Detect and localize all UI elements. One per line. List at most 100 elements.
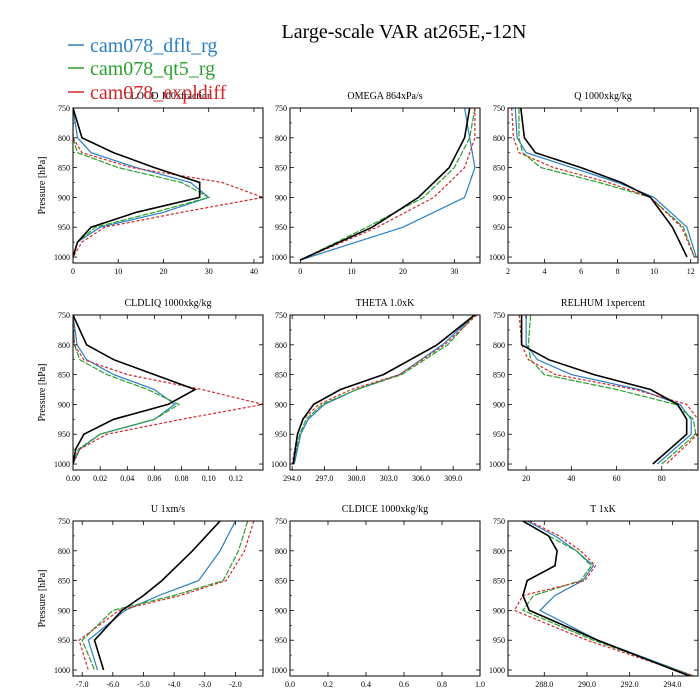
x-tick-label: 0 (71, 267, 75, 276)
x-tick-label: 0.2 (323, 680, 333, 689)
y-tick-label: 900 (493, 193, 505, 202)
x-tick-label: -2.0 (229, 680, 242, 689)
series-group (73, 108, 263, 258)
panel-title: THETA 1.0xK (356, 298, 415, 309)
y-tick-label: 900 (58, 193, 70, 202)
x-tick-label: 2 (506, 267, 510, 276)
y-axis-label: Pressure [hPa] (37, 569, 48, 627)
x-tick-label: 288.0 (535, 680, 553, 689)
y-tick-label: 850 (58, 164, 70, 173)
series-group (518, 315, 698, 465)
x-tick-label: 0.00 (66, 474, 80, 483)
panel-title: CLDICE 1000xkg/kg (342, 504, 428, 515)
series-group (291, 315, 478, 465)
panel-2: OMEGA 864xPa/s 750 800 850 900 950 1000 0 10 20 30 (271, 91, 481, 276)
y-tick-label: 800 (493, 341, 505, 350)
series-line-obs (73, 315, 198, 465)
y-tick-label: 750 (58, 517, 70, 526)
series-line-cam078_dflt_rg (526, 521, 694, 676)
plot-frame (507, 314, 699, 471)
y-tick-label: 750 (58, 311, 70, 320)
series-line-cam078_expldiff (511, 108, 695, 258)
y-tick-label: 900 (275, 606, 287, 615)
x-tick-label: 0 (298, 267, 302, 276)
y-tick-label: 850 (58, 371, 70, 380)
y-tick-label: 800 (493, 134, 505, 143)
y-tick-label: 900 (493, 400, 505, 409)
panel-title: Q 1000xkg/kg (574, 91, 632, 102)
series-line-cam078_expldiff (518, 315, 698, 465)
plot-frame (72, 314, 264, 471)
x-tick-label: 12 (687, 267, 695, 276)
series-line-obs (522, 521, 690, 676)
series-line-cam078_expldiff (73, 315, 263, 465)
x-tick-label: 0.08 (175, 474, 189, 483)
x-tick-label: 0.02 (93, 474, 107, 483)
y-tick-label: 800 (58, 547, 70, 556)
legend-label: cam078_dflt_rg (90, 35, 217, 57)
series-line-cam078_dflt_rg (73, 315, 176, 465)
series-line-obs (520, 108, 688, 258)
series-line-cam078_expldiff (73, 108, 263, 258)
y-tick-label: 750 (275, 311, 287, 320)
y-tick-label: 800 (58, 134, 70, 143)
x-tick-label: 10 (114, 267, 122, 276)
y-tick-label: 850 (493, 164, 505, 173)
y-tick-label: 900 (275, 193, 287, 202)
plot-frame (72, 107, 264, 264)
series-line-cam078_qt5_rg (81, 521, 249, 671)
y-tick-label: 950 (58, 223, 70, 232)
y-tick-label: 1000 (489, 460, 505, 469)
x-tick-label: 8 (616, 267, 620, 276)
x-tick-label: 80 (658, 474, 666, 483)
legend: cam078_dflt_rgcam078_qt5_rgcam078_expldi… (68, 35, 227, 104)
x-tick-label: 6 (579, 267, 583, 276)
x-tick-label: 20 (159, 267, 167, 276)
series-line-cam078_qt5_rg (300, 108, 476, 261)
x-tick-label: 0.6 (399, 680, 409, 689)
x-tick-label: 0.04 (120, 474, 134, 483)
x-tick-label: 0.0 (285, 680, 295, 689)
y-tick-label: 750 (275, 517, 287, 526)
y-tick-label: 850 (493, 371, 505, 380)
x-tick-label: 306.0 (412, 474, 430, 483)
x-tick-label: 0.4 (361, 680, 371, 689)
y-tick-label: 800 (275, 547, 287, 556)
x-tick-label: 20 (399, 267, 407, 276)
panel-6: RELHUM 1xpercent 750 800 850 900 950 1000 20 40 6… (489, 298, 699, 483)
series-group (513, 521, 694, 676)
panel-title: CLOUD 100xfraction (124, 91, 212, 102)
series-line-cam078_qt5_rg (527, 315, 697, 465)
series-line-cam078_dflt_rg (514, 108, 697, 258)
y-tick-label: 900 (275, 400, 287, 409)
panel-title: CLDLIQ 1000xkg/kg (125, 298, 212, 309)
x-tick-label: 292.0 (621, 680, 639, 689)
y-tick-label: 750 (493, 104, 505, 113)
y-tick-label: 950 (58, 430, 70, 439)
panel-title: T 1xK (590, 504, 616, 515)
series-group (299, 108, 476, 261)
series-line-cam078_qt5_rg (292, 315, 476, 465)
y-tick-label: 950 (493, 223, 505, 232)
series-group (78, 521, 255, 671)
plot-frame (289, 520, 481, 677)
series-line-obs (292, 315, 476, 465)
y-tick-label: 800 (493, 547, 505, 556)
y-tick-label: 950 (493, 430, 505, 439)
x-tick-label: 294.0 (663, 680, 681, 689)
series-line-obs (93, 521, 221, 671)
series-line-cam078_dflt_rg (73, 108, 210, 258)
x-tick-label: 40 (250, 267, 258, 276)
x-tick-label: 40 (567, 474, 575, 483)
x-tick-label: 20 (522, 474, 530, 483)
plot-frame (72, 520, 264, 677)
x-tick-label: 4 (543, 267, 547, 276)
panel-title: OMEGA 864xPa/s (347, 91, 422, 102)
series-group (73, 315, 263, 465)
y-tick-label: 800 (58, 341, 70, 350)
x-tick-label: 309.0 (444, 474, 462, 483)
plot-frame (289, 107, 481, 264)
series-line-cam078_dflt_rg (87, 521, 236, 671)
